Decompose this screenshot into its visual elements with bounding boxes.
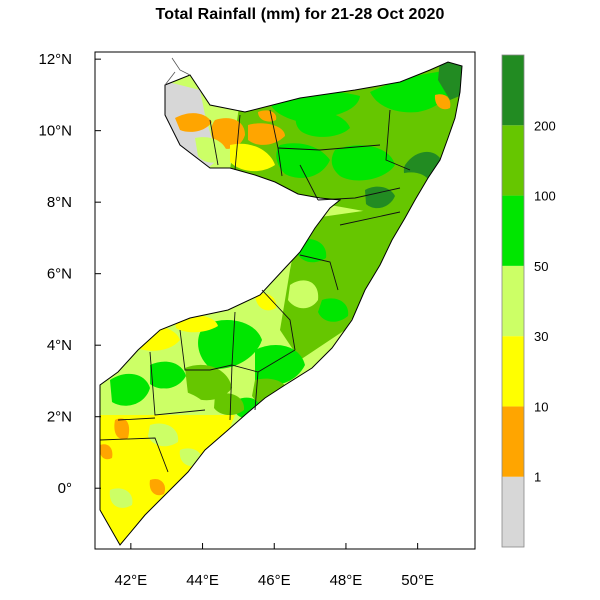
admin-boundary-4 [277, 144, 381, 151]
north-brightgreen-2 [370, 70, 456, 113]
legend-swatch [502, 195, 524, 266]
south-brightgreen-3 [110, 373, 150, 406]
south-brightgreen-4 [150, 361, 186, 389]
south-midgreen-3 [214, 393, 245, 416]
y-tick-label: 8°N [47, 194, 72, 211]
y-axis: 12°N 10°N 8°N 6°N 4°N 2°N 0° [38, 51, 101, 497]
north-brightgreen-5 [295, 109, 350, 137]
admin-boundary-17 [117, 417, 156, 421]
rainfall-field [100, 62, 462, 545]
admin-boundary-13 [149, 351, 206, 416]
admin-boundary-8 [339, 211, 401, 226]
page-title: Total Rainfall (mm) for 21-28 Oct 2020 [155, 6, 445, 23]
legend-swatch [502, 406, 524, 477]
x-tick-label: 46°E [258, 572, 291, 589]
admin-boundary-9 [299, 254, 339, 291]
legend-label: 1 [534, 470, 541, 485]
y-tick-label: 6°N [47, 266, 72, 283]
ethiopia-border [164, 71, 176, 86]
legend-swatch [502, 476, 524, 547]
x-axis: 42°E 44°E 46°E 48°E 50°E [114, 543, 434, 589]
north-brightgreen-4 [331, 145, 395, 181]
admin-boundary-16 [99, 437, 169, 473]
admin-boundary-12 [179, 329, 233, 371]
neighbor-borders [164, 57, 191, 86]
x-tick-label: 48°E [330, 572, 363, 589]
farsouth-yellow [100, 415, 235, 545]
admin-boundary-11 [231, 311, 296, 373]
northwest-lightgreen [195, 137, 228, 163]
legend-swatch [502, 125, 524, 196]
legend-border [501, 54, 525, 548]
south-midgreen-1 [185, 364, 232, 401]
y-tick-label: 10°N [38, 123, 72, 140]
legend-label: 100 [534, 189, 556, 204]
northeast-darkgreen-1 [438, 62, 462, 100]
country-outline [99, 61, 463, 546]
admin-boundary-15 [254, 371, 259, 411]
south-yellow-3 [255, 293, 277, 311]
northwest-orange-2 [211, 118, 245, 149]
north-brightgreen-3 [276, 143, 330, 178]
northwest-orange-3 [248, 123, 285, 145]
legend-swatch [502, 55, 524, 126]
y-tick-label: 4°N [47, 337, 72, 354]
legend-label: 10 [534, 399, 548, 414]
map-frame [94, 51, 476, 550]
y-tick-label: 0° [58, 480, 72, 497]
admin-boundary-2 [234, 114, 241, 171]
northwest-orange-1 [175, 113, 212, 132]
legend-label: 30 [534, 329, 548, 344]
south-brightgreen-2 [255, 345, 305, 385]
legend-label: 50 [534, 259, 548, 274]
central-brightgreen-2 [318, 298, 349, 322]
x-tick-label: 44°E [186, 572, 219, 589]
farsouth-orange-3 [149, 478, 166, 496]
admin-boundary-1 [209, 119, 219, 166]
x-tick-label: 42°E [114, 572, 147, 589]
x-tick-label: 50°E [401, 572, 434, 589]
farsouth-orange-2 [100, 444, 113, 460]
farsouth-lightgreen-2 [109, 488, 133, 508]
northwest-yellow-1 [230, 143, 275, 172]
y-tick-label: 12°N [38, 51, 72, 68]
legend-colorbar: 1 10 30 50 100 200 [501, 54, 556, 548]
admin-boundary-14 [229, 364, 233, 421]
northeast-darkgreen-3 [365, 186, 395, 209]
legend-swatch [502, 336, 524, 407]
y-tick-label: 2°N [47, 409, 72, 426]
legend-swatch [502, 265, 524, 337]
admin-boundary-6 [385, 109, 411, 171]
admin-boundary-10 [261, 289, 296, 351]
central-lightgreen-1 [288, 280, 319, 309]
south-brightgreen-1 [198, 320, 262, 369]
admin-boundary-5 [299, 164, 319, 201]
legend-label: 200 [534, 118, 556, 133]
farsouth-orange-1 [114, 418, 130, 440]
north-orange-4 [434, 94, 451, 110]
djibouti-border [171, 57, 191, 76]
